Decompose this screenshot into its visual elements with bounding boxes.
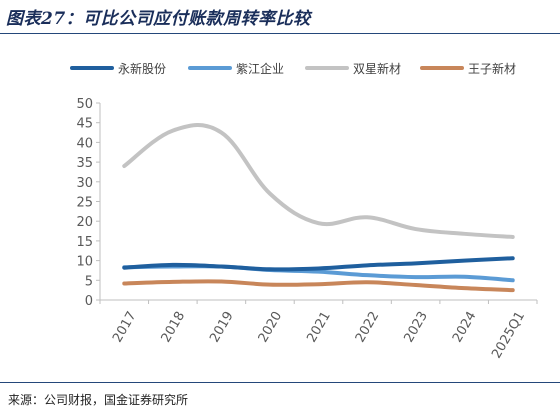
x-tick-label: 2022 — [353, 309, 383, 345]
x-tick-label: 2017 — [110, 309, 140, 345]
series-line-3 — [122, 123, 515, 239]
y-tick-label: 40 — [76, 136, 93, 151]
y-tick-label: 45 — [76, 117, 93, 132]
legend: 永新股份 紫江企业 双星新材 王子新材 — [70, 61, 516, 76]
y-tick-label: 25 — [76, 196, 93, 211]
source-note: 来源：公司财报，国金证券研究所 — [8, 393, 189, 407]
legend-label: 双星新材 — [353, 61, 401, 76]
x-tick-label: 2018 — [159, 309, 189, 345]
legend-label: 永新股份 — [118, 61, 166, 76]
x-tick-label: 2021 — [304, 309, 334, 345]
y-tick-label: 5 — [85, 274, 93, 289]
legend-label: 紫江企业 — [236, 61, 284, 76]
series-lines — [122, 123, 515, 293]
series-line-4 — [122, 279, 515, 293]
y-tick-label: 50 — [76, 97, 93, 112]
x-tick-label: 2019 — [207, 309, 237, 345]
line-chart: 永新股份 紫江企业 双星新材 王子新材 0 5 10 15 20 25 30 35 40 45 50 20… — [70, 61, 538, 361]
x-tick-label: 2020 — [256, 309, 286, 345]
bottom-divider — [0, 382, 560, 383]
y-tick-label: 15 — [76, 235, 93, 250]
y-tick-label: 20 — [76, 215, 93, 230]
x-tick-label: 2023 — [401, 309, 431, 345]
x-tick-label: 2025Q1 — [489, 309, 528, 361]
x-tick-label: 2024 — [450, 309, 480, 345]
top-divider — [0, 33, 560, 34]
y-axis: 0 5 10 15 20 25 30 35 40 45 50 — [76, 97, 101, 309]
y-tick-label: 30 — [76, 176, 93, 191]
series-line-1 — [122, 256, 515, 272]
y-tick-label: 35 — [76, 156, 93, 171]
chart-title: 图表27：可比公司应付账款周转率比较 — [6, 9, 311, 29]
y-tick-label: 0 — [85, 294, 93, 309]
legend-label: 王子新材 — [468, 61, 516, 76]
y-tick-label: 10 — [76, 255, 93, 270]
x-axis: 2017 2018 2019 2020 2021 2022 2023 2024 2025Q1 — [99, 299, 538, 361]
